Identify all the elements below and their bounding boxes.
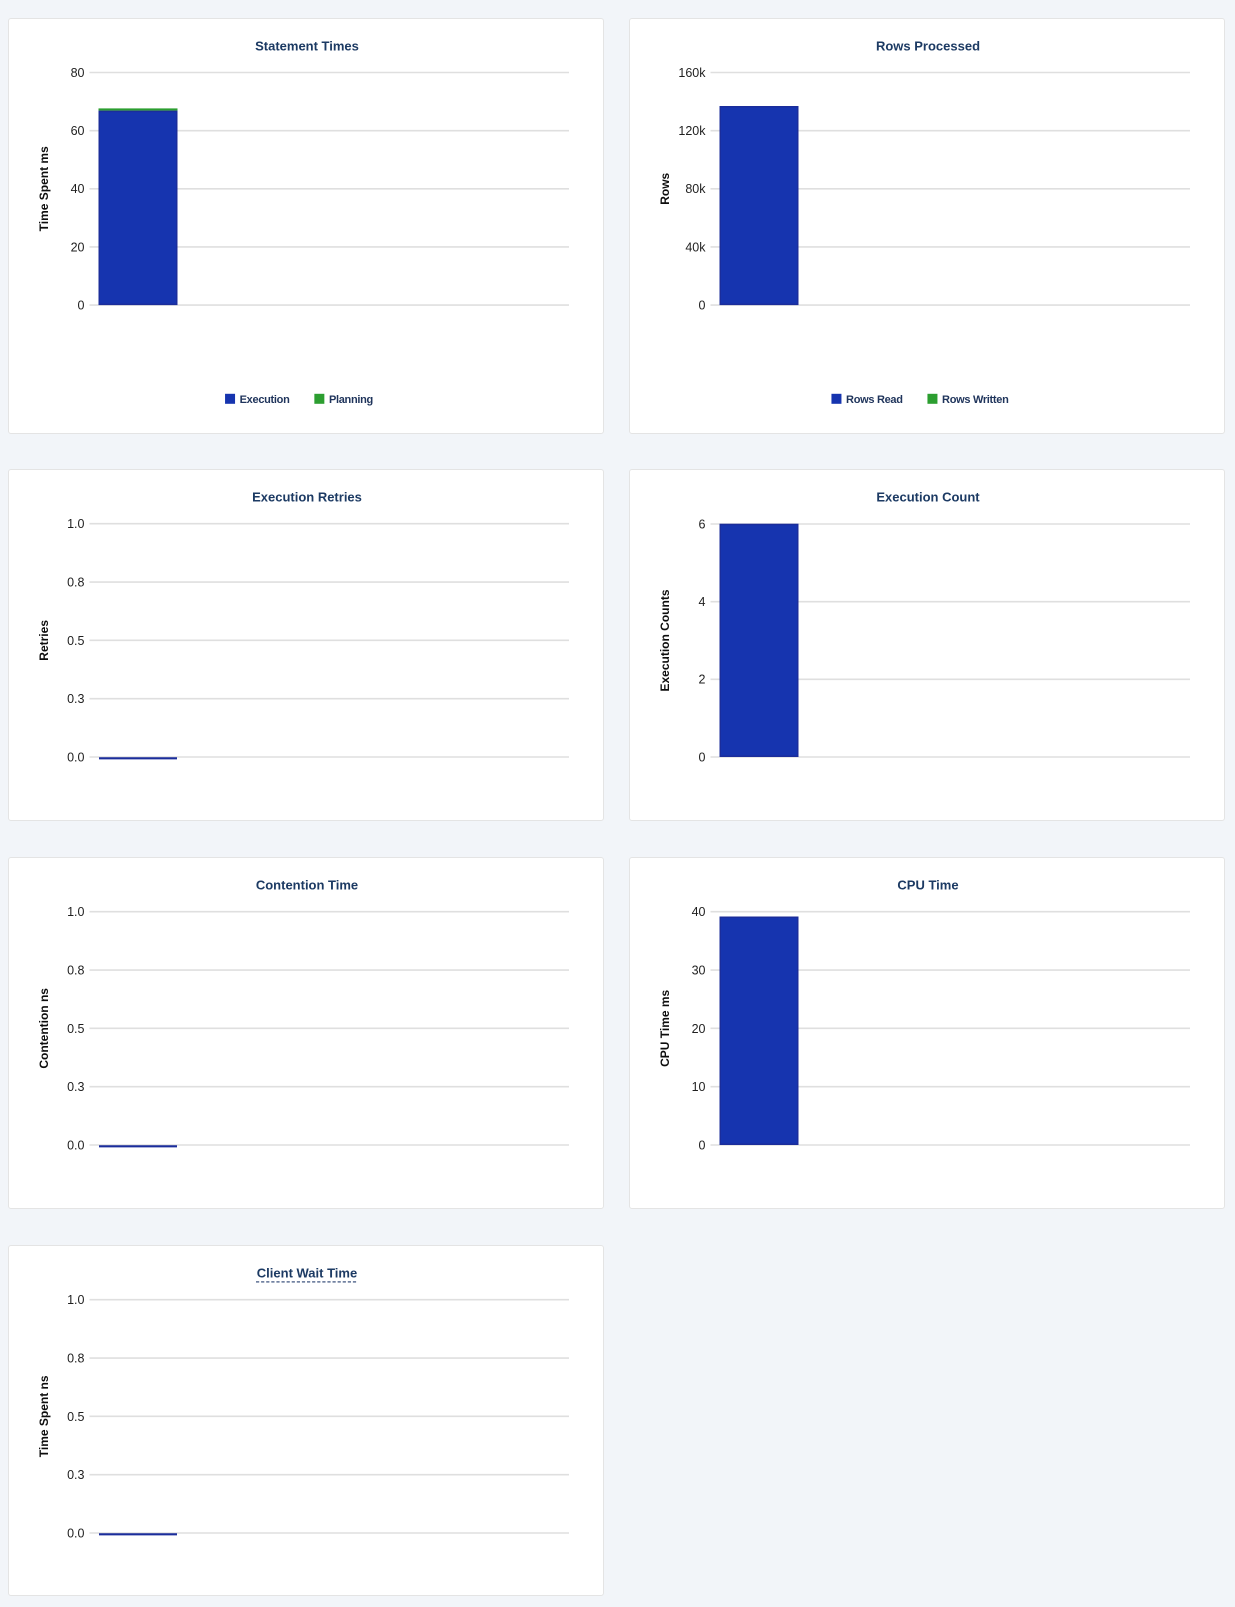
svg-text:CPU Time ms: CPU Time ms: [658, 989, 672, 1066]
svg-text:Rows Processed: Rows Processed: [876, 39, 980, 54]
svg-text:80: 80: [71, 66, 85, 80]
svg-text:0.3: 0.3: [67, 1468, 84, 1482]
svg-text:0: 0: [78, 299, 85, 313]
svg-text:40k: 40k: [685, 240, 706, 254]
svg-text:1.0: 1.0: [67, 905, 84, 919]
svg-text:Retries: Retries: [37, 620, 51, 661]
svg-text:Execution Count: Execution Count: [876, 490, 980, 505]
svg-text:1.0: 1.0: [67, 1293, 84, 1307]
svg-text:Contention Time: Contention Time: [256, 878, 358, 893]
svg-text:4: 4: [699, 595, 706, 609]
svg-text:0.3: 0.3: [67, 692, 84, 706]
svg-text:0.0: 0.0: [67, 1138, 84, 1152]
svg-text:Rows: Rows: [658, 172, 672, 204]
svg-text:80k: 80k: [685, 182, 706, 196]
svg-text:Planning: Planning: [329, 394, 373, 406]
svg-text:40: 40: [692, 905, 706, 919]
svg-text:0.0: 0.0: [67, 1526, 84, 1540]
svg-text:Rows Written: Rows Written: [942, 394, 1009, 406]
svg-text:Execution Retries: Execution Retries: [252, 490, 362, 505]
svg-text:0: 0: [699, 299, 706, 313]
svg-text:60: 60: [71, 124, 85, 138]
svg-text:Client Wait Time: Client Wait Time: [257, 1265, 357, 1280]
svg-text:Time Spent ns: Time Spent ns: [37, 1375, 51, 1457]
svg-text:Execution Counts: Execution Counts: [658, 589, 672, 691]
svg-text:10: 10: [692, 1080, 706, 1094]
svg-text:0.5: 0.5: [67, 634, 84, 648]
svg-text:40: 40: [71, 182, 85, 196]
svg-text:Contention ns: Contention ns: [37, 988, 51, 1069]
svg-text:20: 20: [692, 1022, 706, 1036]
svg-text:Time Spent ms: Time Spent ms: [37, 146, 51, 231]
svg-text:0.8: 0.8: [67, 1351, 84, 1365]
svg-text:0.0: 0.0: [67, 750, 84, 764]
svg-text:Statement Times: Statement Times: [255, 39, 359, 54]
svg-text:Execution: Execution: [240, 394, 290, 406]
svg-text:0.3: 0.3: [67, 1080, 84, 1094]
svg-text:0.5: 0.5: [67, 1409, 84, 1423]
svg-text:0: 0: [699, 750, 706, 764]
svg-text:160k: 160k: [678, 66, 706, 80]
svg-text:1.0: 1.0: [67, 517, 84, 531]
svg-text:2: 2: [699, 673, 706, 687]
svg-text:0.8: 0.8: [67, 963, 84, 977]
svg-text:Rows Read: Rows Read: [846, 394, 903, 406]
svg-text:0: 0: [699, 1138, 706, 1152]
svg-text:CPU Time: CPU Time: [897, 878, 958, 893]
svg-text:30: 30: [692, 963, 706, 977]
svg-text:0.8: 0.8: [67, 575, 84, 589]
svg-text:6: 6: [699, 517, 706, 531]
svg-text:20: 20: [71, 240, 85, 254]
svg-text:0.5: 0.5: [67, 1022, 84, 1036]
svg-text:120k: 120k: [678, 124, 706, 138]
